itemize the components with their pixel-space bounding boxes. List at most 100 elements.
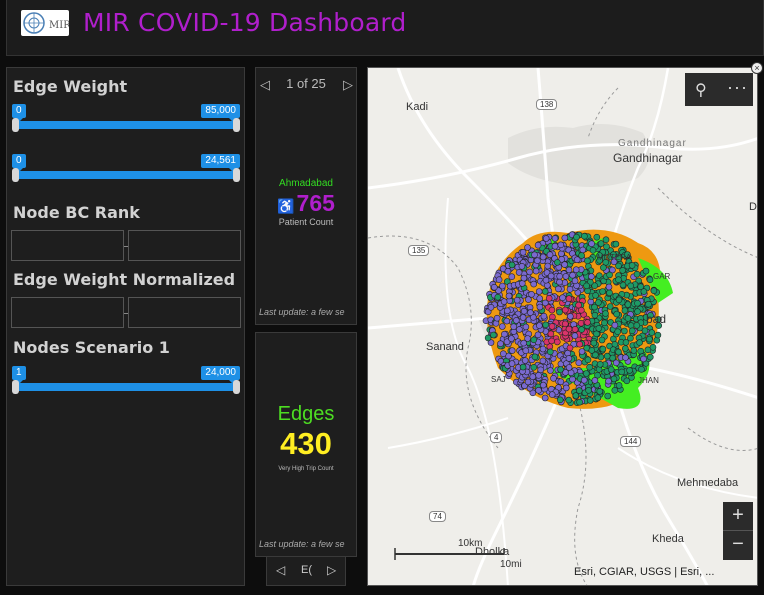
map-node[interactable] xyxy=(542,299,549,307)
map-node[interactable] xyxy=(497,340,504,348)
map-node[interactable] xyxy=(547,272,555,280)
map-node[interactable] xyxy=(621,327,628,335)
map-node[interactable] xyxy=(540,381,547,389)
map-node[interactable] xyxy=(599,288,606,295)
map-node[interactable] xyxy=(599,345,607,353)
map-node[interactable] xyxy=(613,310,620,318)
map-node[interactable] xyxy=(539,345,547,353)
map-node[interactable] xyxy=(565,364,573,371)
map-node[interactable] xyxy=(524,244,531,251)
map-node[interactable] xyxy=(624,301,632,308)
map-node[interactable] xyxy=(595,299,602,306)
map-node[interactable] xyxy=(535,288,543,295)
map-node[interactable] xyxy=(612,359,620,367)
map-node[interactable] xyxy=(578,326,585,333)
search-icon[interactable]: ⚲ xyxy=(695,82,707,99)
map-node[interactable] xyxy=(591,282,598,289)
map-node[interactable] xyxy=(606,303,614,310)
map-node[interactable] xyxy=(491,283,498,291)
nodes-scenario-1-slider[interactable]: 1 24,000 xyxy=(12,366,240,396)
map-node[interactable] xyxy=(513,296,521,304)
map-node[interactable] xyxy=(520,307,528,315)
map-node[interactable] xyxy=(650,287,658,294)
map-node[interactable] xyxy=(626,367,633,374)
map-node[interactable] xyxy=(557,241,565,249)
map-node[interactable] xyxy=(596,257,603,264)
map-node[interactable] xyxy=(580,376,588,384)
map-node[interactable] xyxy=(556,396,564,404)
map-node[interactable] xyxy=(484,334,492,342)
slider-track[interactable] xyxy=(16,171,236,179)
map-node[interactable] xyxy=(573,233,580,241)
map-node[interactable] xyxy=(495,276,503,283)
map-node[interactable] xyxy=(563,384,570,392)
map-node[interactable] xyxy=(525,296,532,303)
map-node[interactable] xyxy=(634,299,641,307)
map-node[interactable] xyxy=(610,258,618,266)
map-node[interactable] xyxy=(579,246,587,254)
map-node[interactable] xyxy=(531,251,538,259)
map-node[interactable] xyxy=(646,353,654,361)
map-node[interactable] xyxy=(627,282,635,290)
map-node[interactable] xyxy=(576,398,583,406)
map-node[interactable] xyxy=(624,251,631,258)
map-node[interactable] xyxy=(530,314,537,321)
map-node[interactable] xyxy=(604,392,611,400)
map-node[interactable] xyxy=(576,340,583,348)
map-node[interactable] xyxy=(588,240,595,247)
map-node[interactable] xyxy=(607,366,615,373)
map-node[interactable] xyxy=(606,271,613,279)
map-node[interactable] xyxy=(622,339,630,346)
map-node[interactable] xyxy=(565,396,572,404)
map-node[interactable] xyxy=(495,287,502,294)
map-node[interactable] xyxy=(621,345,629,352)
map-node[interactable] xyxy=(590,339,598,347)
map-node[interactable] xyxy=(591,303,598,311)
map-node[interactable] xyxy=(524,335,531,342)
map-node[interactable] xyxy=(504,268,512,275)
map-node[interactable] xyxy=(600,264,607,271)
map-node[interactable] xyxy=(559,294,566,301)
map-node[interactable] xyxy=(640,288,648,295)
map-node[interactable] xyxy=(575,301,582,309)
edge-weight-normalized-min-input[interactable] xyxy=(11,297,124,328)
node-bc-rank-min-input[interactable] xyxy=(11,230,124,261)
map-node[interactable] xyxy=(642,267,650,275)
map-node[interactable] xyxy=(615,276,622,283)
map-node[interactable] xyxy=(551,242,559,250)
map-node[interactable] xyxy=(566,344,574,352)
slider-max-handle[interactable] xyxy=(233,118,240,132)
map-node[interactable] xyxy=(503,338,511,346)
map-node[interactable] xyxy=(638,365,645,373)
map-node[interactable] xyxy=(555,285,562,293)
close-icon[interactable]: × xyxy=(751,62,763,74)
map-node[interactable] xyxy=(589,247,597,254)
map-node[interactable] xyxy=(654,331,662,339)
map-node[interactable] xyxy=(527,309,534,316)
map-node[interactable] xyxy=(522,347,530,355)
map-view[interactable]: Kadi Gandhinagar Gandhinagar Sanand MOTE… xyxy=(367,67,758,586)
map-node[interactable] xyxy=(647,312,654,319)
map-node[interactable] xyxy=(548,337,555,345)
map-node[interactable] xyxy=(591,311,599,319)
map-node[interactable] xyxy=(550,374,557,382)
map-node[interactable] xyxy=(618,368,625,376)
map-node[interactable] xyxy=(500,298,508,305)
map-node[interactable] xyxy=(554,259,561,266)
map-node[interactable] xyxy=(557,378,565,386)
map-node[interactable] xyxy=(587,298,595,306)
map-node[interactable] xyxy=(500,350,507,358)
map-node[interactable] xyxy=(520,339,527,347)
map-node[interactable] xyxy=(519,314,527,321)
zoom-in-button[interactable]: + xyxy=(723,502,753,531)
map-node[interactable] xyxy=(584,356,592,364)
map-node[interactable] xyxy=(546,251,554,258)
map-node[interactable] xyxy=(542,235,550,242)
map-node[interactable] xyxy=(649,343,657,351)
map-node[interactable] xyxy=(594,394,602,402)
map-node[interactable] xyxy=(562,273,570,280)
map-node[interactable] xyxy=(487,304,495,311)
map-node[interactable] xyxy=(615,348,622,356)
map-node[interactable] xyxy=(637,347,645,355)
map-node[interactable] xyxy=(493,314,501,322)
